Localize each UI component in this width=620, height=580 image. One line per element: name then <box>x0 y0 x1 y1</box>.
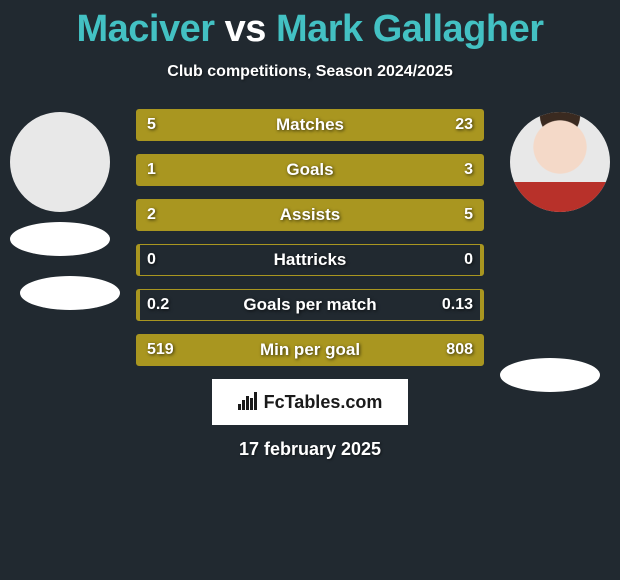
stat-value-left: 5 <box>147 110 156 140</box>
stat-row: 519Min per goal808 <box>136 334 484 366</box>
source-site: FcTables.com <box>264 392 383 413</box>
stat-value-right: 5 <box>464 200 473 230</box>
comparison-title: Maciver vs Mark Gallagher <box>0 0 620 51</box>
stat-value-left: 0 <box>147 245 156 275</box>
stats-bars: 5Matches23 1Goals3 2Assists5 0Hattricks0 0.2… <box>136 109 484 366</box>
stat-value-left: 1 <box>147 155 156 185</box>
player1-club-logo-1 <box>10 222 110 256</box>
player2-name: Mark Gallagher <box>276 8 544 50</box>
stat-label: Goals per match <box>137 290 483 320</box>
stat-value-left: 519 <box>147 335 174 365</box>
stat-fill-right <box>224 155 484 185</box>
stat-value-right: 3 <box>464 155 473 185</box>
player2-club-logo <box>500 358 600 392</box>
stat-value-right: 808 <box>446 335 473 365</box>
player2-avatar <box>510 112 610 212</box>
snapshot-date: 17 february 2025 <box>0 439 620 460</box>
stat-fill-right <box>199 110 483 140</box>
player1-club-logo-2 <box>20 276 120 310</box>
stat-row: 2Assists5 <box>136 199 484 231</box>
stat-value-right: 0.13 <box>442 290 473 320</box>
stat-row: 1Goals3 <box>136 154 484 186</box>
stat-row: 0Hattricks0 <box>136 244 484 276</box>
vs-separator: vs <box>225 8 266 50</box>
stat-fill-right <box>237 200 483 230</box>
subtitle: Club competitions, Season 2024/2025 <box>0 63 620 81</box>
player1-name: Maciver <box>76 8 214 50</box>
stat-fill-right <box>480 245 483 275</box>
source-badge: FcTables.com <box>212 379 408 425</box>
stat-row: 5Matches23 <box>136 109 484 141</box>
stat-value-right: 0 <box>464 245 473 275</box>
stat-value-left: 0.2 <box>147 290 169 320</box>
stat-row: 0.2Goals per match0.13 <box>136 289 484 321</box>
stat-fill-right <box>480 290 483 320</box>
stat-value-right: 23 <box>455 110 473 140</box>
stat-fill-left <box>137 245 140 275</box>
stat-value-left: 2 <box>147 200 156 230</box>
stat-fill-left <box>137 290 140 320</box>
chart-icon <box>238 392 258 413</box>
stat-label: Hattricks <box>137 245 483 275</box>
player1-avatar <box>10 112 110 212</box>
